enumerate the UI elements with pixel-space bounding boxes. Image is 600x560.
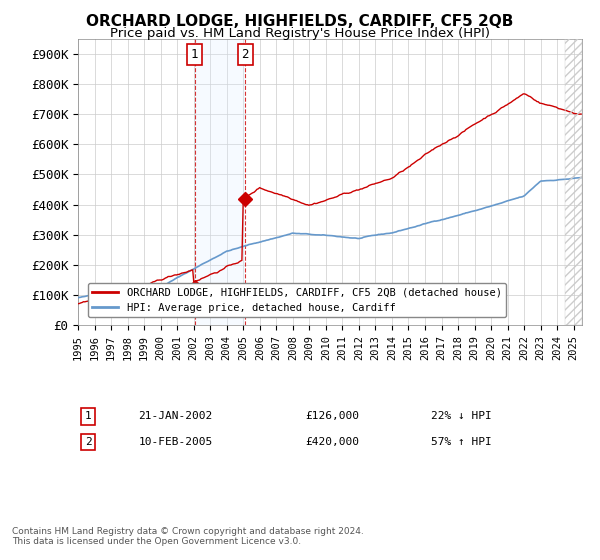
Text: Price paid vs. HM Land Registry's House Price Index (HPI): Price paid vs. HM Land Registry's House … xyxy=(110,27,490,40)
Text: £420,000: £420,000 xyxy=(305,437,359,447)
Legend: ORCHARD LODGE, HIGHFIELDS, CARDIFF, CF5 2QB (detached house), HPI: Average price: ORCHARD LODGE, HIGHFIELDS, CARDIFF, CF5 … xyxy=(88,283,506,317)
Text: 21-JAN-2002: 21-JAN-2002 xyxy=(139,411,213,421)
Bar xyxy=(194,39,245,325)
Text: 1: 1 xyxy=(191,48,199,61)
Text: 1: 1 xyxy=(85,411,91,421)
Text: 2: 2 xyxy=(85,437,91,447)
Text: ORCHARD LODGE, HIGHFIELDS, CARDIFF, CF5 2QB: ORCHARD LODGE, HIGHFIELDS, CARDIFF, CF5 … xyxy=(86,14,514,29)
Text: 2: 2 xyxy=(241,48,249,61)
Text: Contains HM Land Registry data © Crown copyright and database right 2024.
This d: Contains HM Land Registry data © Crown c… xyxy=(12,526,364,546)
Text: 10-FEB-2005: 10-FEB-2005 xyxy=(139,437,213,447)
Text: 22% ↓ HPI: 22% ↓ HPI xyxy=(431,411,491,421)
Text: £126,000: £126,000 xyxy=(305,411,359,421)
Text: 57% ↑ HPI: 57% ↑ HPI xyxy=(431,437,491,447)
